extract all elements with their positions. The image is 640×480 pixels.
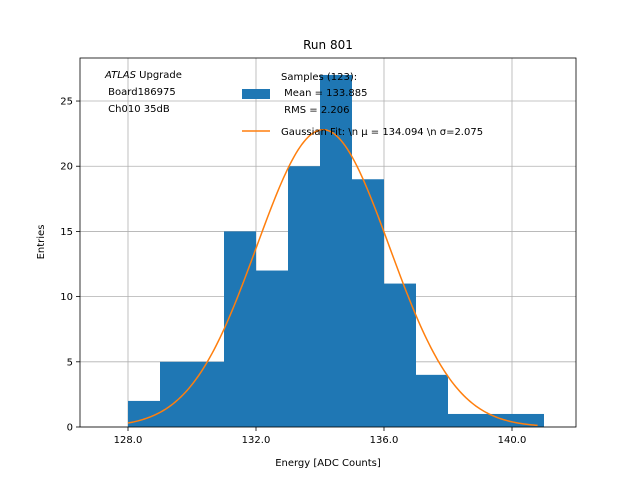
y-tick-label: 25: [60, 97, 73, 108]
histogram-bar: [160, 361, 192, 427]
y-tick-label: 20: [60, 162, 73, 173]
histogram-bar: [192, 361, 224, 427]
histogram-bars: [128, 74, 544, 428]
axes-frame: [79, 57, 577, 428]
y-axis-ticks: 0 5 10 15 20 25: [60, 97, 80, 434]
atlas-label: ATLAS: [104, 70, 137, 81]
y-tick-label: 15: [60, 227, 73, 238]
y-tick-label: 0: [67, 423, 73, 434]
legend-samples-line-1: Samples (123):: [281, 72, 357, 83]
x-axis-label: Energy [ADC Counts]: [275, 458, 381, 469]
legend-samples-line-2: Mean = 133.885: [281, 88, 368, 99]
histogram-bar: [416, 374, 448, 427]
histogram-bar: [352, 179, 384, 427]
histogram-bar: [256, 270, 288, 427]
y-tick-label: 10: [60, 292, 73, 303]
y-tick-label: 5: [67, 357, 73, 368]
histogram-bar: [480, 413, 512, 427]
legend-fit-label: Gaussian Fit: \n μ = 134.094 \n σ=2.075: [281, 127, 483, 138]
x-tick-label: 140.0: [498, 435, 527, 446]
info-line-1: ATLAS Upgrade: [104, 70, 182, 81]
x-tick-label: 128.0: [114, 435, 143, 446]
chart-title: Run 801: [303, 38, 353, 52]
histogram-bar: [384, 283, 416, 427]
info-line-2: Board186975: [105, 87, 176, 98]
info-box: ATLAS Upgrade Board186975 Ch010 35dB: [104, 70, 182, 115]
legend-samples-patch: [242, 89, 270, 99]
histogram-bar: [448, 413, 480, 427]
x-tick-label: 132.0: [242, 435, 271, 446]
histogram-bar: [288, 166, 320, 428]
upgrade-label: Upgrade: [136, 70, 182, 81]
legend-samples-line-3: RMS = 2.206: [281, 105, 349, 116]
y-axis-label: Entries: [36, 225, 47, 260]
legend: Samples (123): Mean = 133.885 RMS = 2.20…: [242, 72, 483, 138]
gaussian-fit-curve: [127, 128, 538, 427]
histogram-bar: [320, 74, 352, 427]
histogram-bar: [128, 400, 160, 427]
info-line-3: Ch010 35dB: [105, 104, 170, 115]
x-axis-ticks: 128.0 132.0 136.0 140.0: [114, 427, 527, 446]
x-tick-label: 136.0: [370, 435, 399, 446]
